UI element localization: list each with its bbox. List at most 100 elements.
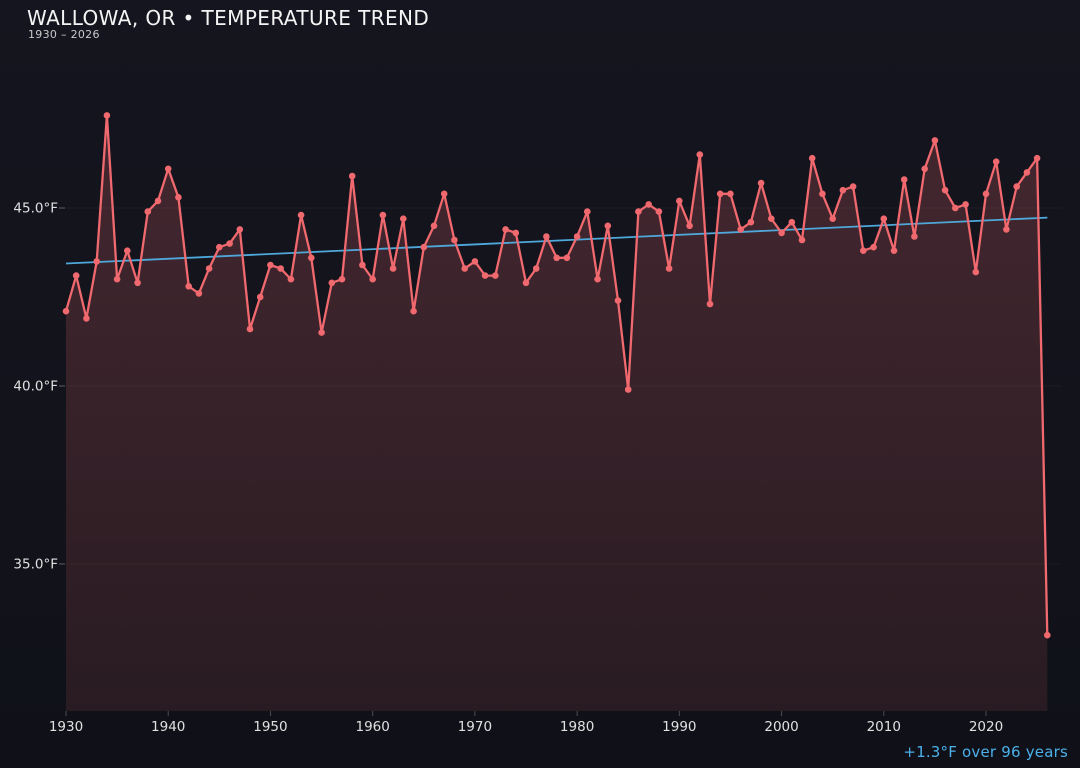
data-point — [819, 190, 826, 198]
data-point — [1023, 169, 1031, 176]
data-point — [757, 179, 765, 187]
data-point — [410, 307, 417, 315]
data-point — [236, 226, 244, 233]
data-point — [839, 186, 847, 194]
data-point — [216, 243, 223, 251]
data-point — [471, 258, 479, 265]
data-point — [522, 279, 530, 287]
data-point — [635, 208, 642, 215]
x-tick-label: 1930 — [49, 719, 83, 735]
y-tick-label: 35.0°F — [13, 557, 58, 573]
x-tick-label: 1970 — [458, 719, 492, 735]
data-point — [921, 165, 928, 173]
x-tick-label: 2020 — [969, 719, 1003, 735]
data-point — [318, 329, 325, 336]
data-point — [563, 254, 571, 262]
data-point — [113, 275, 121, 283]
data-point — [931, 137, 939, 144]
data-point — [328, 279, 336, 287]
x-tick-label: 1990 — [662, 719, 696, 735]
trend-annotation: +1.3°F over 96 years — [903, 743, 1068, 761]
data-point — [287, 275, 295, 283]
data-point — [788, 218, 796, 226]
data-point — [543, 233, 550, 240]
data-point — [256, 293, 264, 301]
y-tick-label: 45.0°F — [13, 201, 58, 217]
data-point — [277, 265, 285, 272]
data-point — [911, 233, 918, 240]
x-tick-label: 1940 — [151, 719, 185, 735]
data-point — [1003, 226, 1010, 233]
data-point — [348, 172, 356, 180]
page-title: WALLOWA, OR • TEMPERATURE TREND — [27, 6, 430, 30]
data-point — [614, 297, 622, 304]
data-point — [727, 190, 734, 198]
data-point — [359, 261, 366, 269]
data-point — [594, 275, 601, 283]
data-point — [900, 176, 908, 183]
data-point — [696, 151, 704, 158]
data-point — [962, 201, 969, 208]
x-tick-label: 1980 — [560, 719, 594, 735]
data-point — [205, 265, 213, 272]
data-point — [297, 211, 305, 219]
data-point — [706, 300, 714, 308]
data-point — [624, 386, 632, 393]
data-point — [338, 275, 346, 283]
chart-subtitle-year-range: 1930 – 2026 — [28, 28, 100, 41]
data-point — [737, 226, 744, 233]
data-point — [665, 265, 673, 272]
data-point — [1013, 183, 1020, 190]
data-point — [645, 201, 652, 208]
data-point — [83, 315, 90, 322]
data-point — [829, 215, 836, 222]
data-point — [226, 240, 233, 247]
data-point — [870, 243, 877, 251]
data-point — [175, 194, 182, 201]
data-point — [849, 183, 857, 190]
data-point — [400, 215, 407, 222]
data-point — [972, 268, 980, 276]
data-point — [124, 247, 131, 254]
data-point — [144, 208, 152, 215]
data-point — [246, 325, 254, 333]
y-tick-label: 40.0°F — [13, 379, 58, 395]
data-point — [532, 265, 540, 272]
data-point — [430, 222, 438, 230]
data-point — [164, 165, 172, 173]
data-point — [584, 208, 591, 215]
data-point — [808, 154, 816, 162]
data-point — [747, 218, 755, 226]
data-point — [369, 275, 377, 283]
data-point — [308, 254, 315, 262]
data-point — [512, 229, 520, 237]
data-point — [941, 186, 949, 194]
data-point — [1033, 154, 1041, 162]
data-point — [103, 112, 111, 119]
data-point — [481, 272, 489, 279]
data-point — [492, 272, 499, 279]
data-point — [1044, 631, 1051, 639]
data-point — [778, 229, 785, 237]
data-point — [860, 247, 867, 254]
data-point — [768, 215, 775, 222]
data-point — [451, 236, 458, 244]
data-point — [655, 208, 663, 215]
trend-line — [65, 216, 1048, 265]
data-point — [604, 222, 612, 230]
data-point — [676, 197, 683, 205]
x-tick-label: 1950 — [253, 719, 287, 735]
data-point — [185, 283, 192, 290]
data-point — [890, 247, 898, 254]
data-point — [440, 190, 448, 198]
x-tick-label: 2010 — [867, 719, 901, 735]
data-point — [502, 226, 509, 233]
data-point — [798, 236, 806, 244]
data-point — [880, 215, 888, 222]
data-point — [461, 265, 469, 272]
data-point — [93, 258, 100, 265]
data-point — [573, 233, 581, 240]
x-tick-label: 1960 — [355, 719, 389, 735]
x-tick-label: 2000 — [764, 719, 798, 735]
